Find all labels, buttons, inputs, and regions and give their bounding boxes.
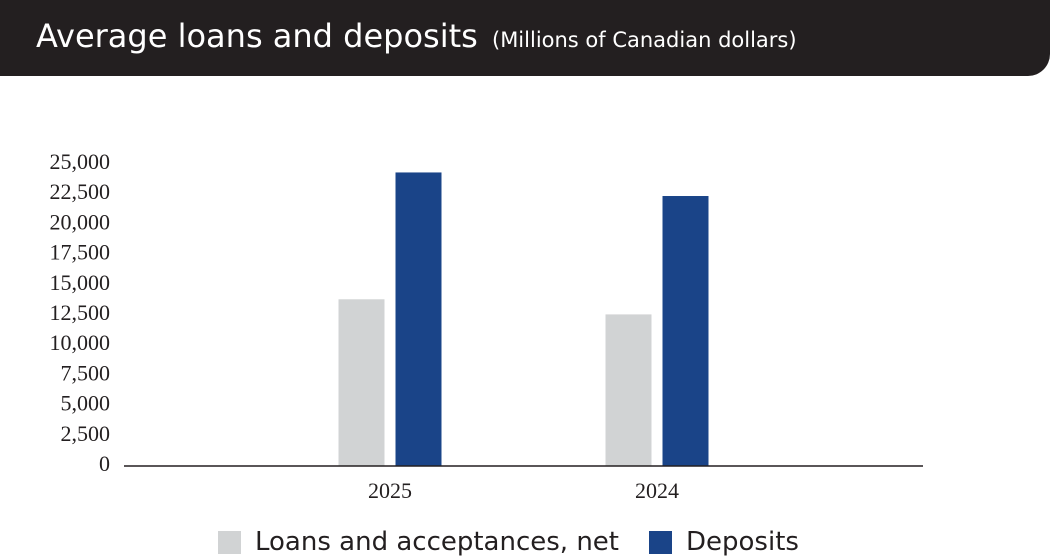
y-tick-label: 15,000 — [50, 270, 111, 295]
bar-chart: 0 2,500 5,000 7,500 10,000 12,500 15,000 17,500… — [50, 149, 923, 503]
y-tick-label: 22,500 — [50, 179, 111, 204]
bar-deposits-2025 — [395, 172, 442, 466]
chart-title: Average loans and deposits — [36, 17, 478, 55]
y-tick-label: 12,500 — [50, 300, 111, 325]
y-tick-label: 25,000 — [50, 149, 111, 174]
y-tick-label: 20,000 — [50, 209, 111, 234]
chart-title-group: Average loans and deposits (Millions of … — [36, 14, 797, 62]
y-tick-label: 0 — [99, 451, 110, 476]
x-category-label: 2024 — [635, 478, 679, 503]
chart-header: Average loans and deposits (Millions of … — [0, 0, 1050, 76]
y-tick-label: 7,500 — [61, 360, 111, 385]
bar-loans-2024 — [605, 314, 652, 466]
bar-deposits-2024 — [662, 196, 709, 466]
y-tick-label: 17,500 — [50, 240, 111, 265]
y-tick-label: 5,000 — [61, 391, 111, 416]
chart-legend: Loans and acceptances, net Deposits — [218, 524, 829, 560]
x-category-label: 2025 — [368, 478, 412, 503]
legend-label-loans: Loans and acceptances, net — [255, 527, 619, 557]
legend-swatch-loans — [218, 530, 241, 554]
y-tick-label: 10,000 — [50, 330, 111, 355]
legend-swatch-deposits — [649, 530, 672, 554]
legend-item-loans: Loans and acceptances, net — [218, 527, 619, 557]
chart-subtitle: (Millions of Canadian dollars) — [492, 28, 797, 52]
legend-label-deposits: Deposits — [686, 527, 799, 557]
bar-loans-2025 — [338, 299, 385, 466]
legend-item-deposits: Deposits — [649, 527, 799, 557]
y-tick-label: 2,500 — [61, 421, 111, 446]
